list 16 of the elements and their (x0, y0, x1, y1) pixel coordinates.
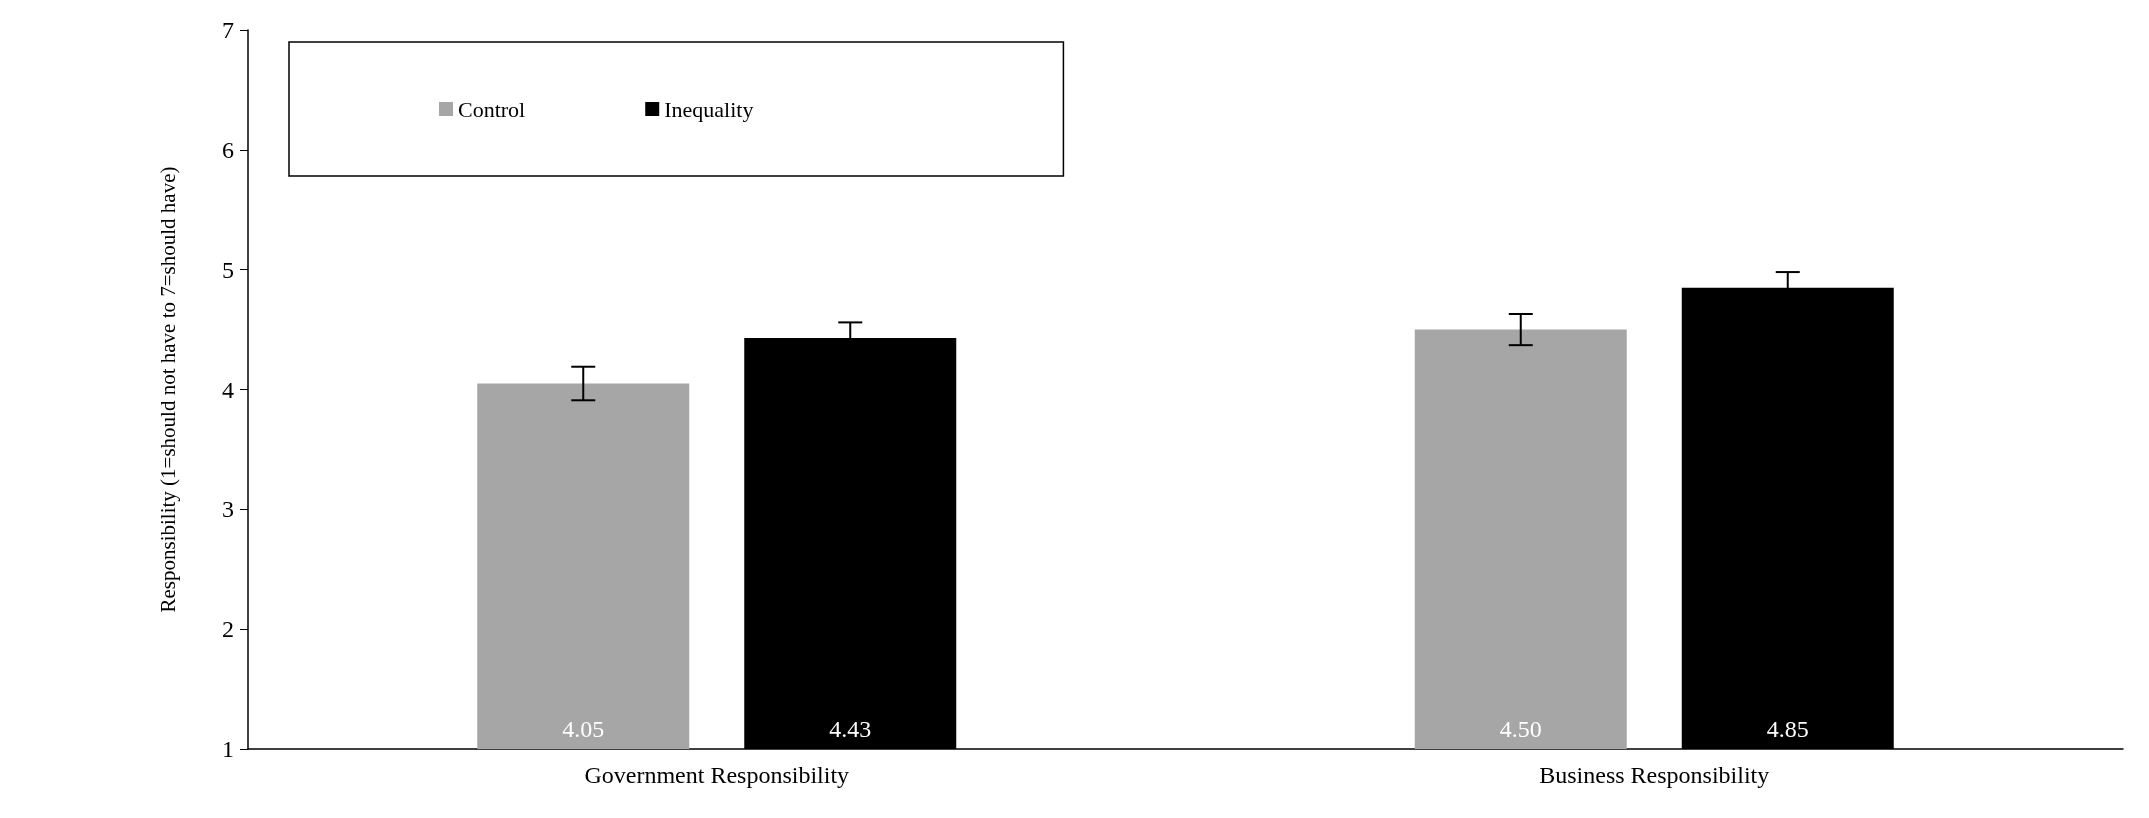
x-tick-label: Business Responsibility (1539, 762, 1770, 788)
legend-label: Inequality (664, 96, 754, 122)
data-label: 4.50 (1499, 716, 1542, 742)
y-tick-label: 3 (222, 496, 234, 523)
x-tick-label: Government Responsibility (584, 762, 850, 788)
y-tick-label: 2 (222, 616, 234, 643)
y-tick-label: 6 (222, 136, 234, 163)
y-tick-label: 1 (222, 736, 234, 762)
data-label: 4.43 (829, 716, 872, 742)
data-label: 4.05 (562, 716, 605, 742)
y-tick-label: 5 (222, 256, 234, 283)
y-tick-label: 4 (222, 376, 234, 403)
y-tick-label: 7 (222, 17, 234, 43)
data-label: 4.85 (1766, 716, 1809, 742)
y-axis-title: Responsibility (1=should not have to 7=should have) (155, 166, 180, 613)
legend-label: Control (458, 96, 526, 122)
